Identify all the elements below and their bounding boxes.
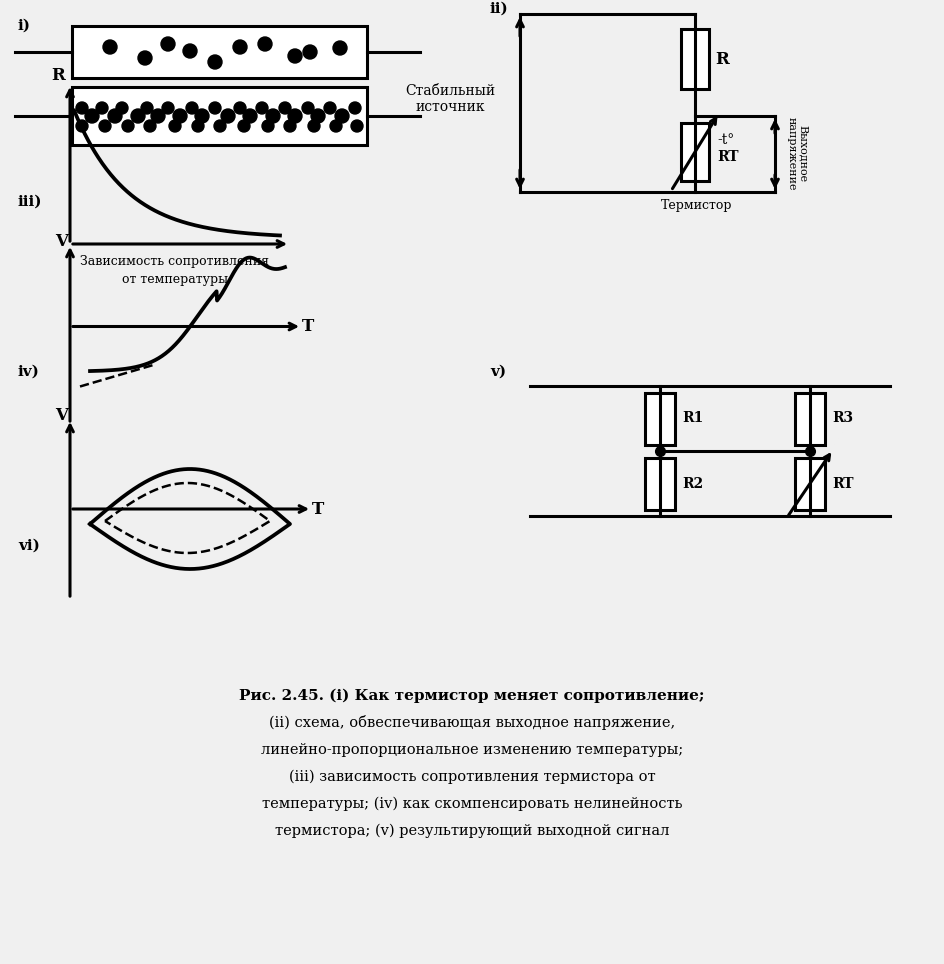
Text: V: V	[56, 232, 68, 250]
Text: R2: R2	[682, 476, 703, 491]
Circle shape	[243, 109, 257, 123]
Circle shape	[288, 49, 302, 63]
Circle shape	[108, 109, 122, 123]
Circle shape	[103, 40, 117, 54]
Circle shape	[330, 120, 342, 132]
Circle shape	[279, 102, 291, 114]
Circle shape	[233, 40, 247, 54]
Text: v): v)	[490, 365, 506, 379]
Text: температуры; (iv) как скомпенсировать нелинейность: температуры; (iv) как скомпенсировать не…	[261, 797, 683, 811]
Text: от температуры: от температуры	[122, 274, 228, 286]
Text: RT: RT	[717, 150, 738, 164]
Circle shape	[284, 120, 296, 132]
Text: линейно-пропорциональное изменению температуры;: линейно-пропорциональное изменению темпе…	[261, 743, 683, 757]
Bar	[681, 123, 709, 181]
Text: T: T	[312, 500, 324, 518]
Circle shape	[169, 120, 181, 132]
Bar	[645, 458, 675, 510]
Text: Термистор: Термистор	[661, 200, 733, 212]
Circle shape	[256, 102, 268, 114]
Text: V: V	[56, 408, 68, 424]
Circle shape	[308, 120, 320, 132]
Text: i): i)	[18, 19, 31, 33]
Text: (iii) зависимость сопротивления термистора от: (iii) зависимость сопротивления термисто…	[289, 770, 655, 784]
Circle shape	[288, 109, 302, 123]
Circle shape	[183, 44, 197, 58]
Circle shape	[335, 109, 349, 123]
Circle shape	[76, 102, 88, 114]
Text: термистора; (v) результирующий выходной сигнал: термистора; (v) результирующий выходной …	[275, 824, 669, 838]
Text: (ii) схема, обвеспечивающая выходное напряжение,: (ii) схема, обвеспечивающая выходное нап…	[269, 715, 675, 731]
Bar	[795, 392, 825, 444]
Circle shape	[266, 109, 280, 123]
Text: Рис. 2.45. (i) Как термистор меняет сопротивление;: Рис. 2.45. (i) Как термистор меняет сопр…	[239, 689, 705, 703]
Text: Зависимость сопротивления: Зависимость сопротивления	[80, 255, 269, 269]
Circle shape	[303, 45, 317, 59]
Text: vi): vi)	[18, 539, 40, 553]
Bar	[795, 458, 825, 510]
Text: -t°: -t°	[717, 133, 734, 147]
Circle shape	[122, 120, 134, 132]
Circle shape	[116, 102, 128, 114]
Circle shape	[186, 102, 198, 114]
Circle shape	[324, 102, 336, 114]
Circle shape	[141, 102, 153, 114]
Circle shape	[85, 109, 99, 123]
Circle shape	[238, 120, 250, 132]
Circle shape	[349, 102, 361, 114]
Circle shape	[234, 102, 246, 114]
Circle shape	[161, 37, 175, 51]
Circle shape	[99, 120, 111, 132]
Circle shape	[333, 41, 347, 55]
Circle shape	[209, 102, 221, 114]
Text: RT: RT	[832, 476, 853, 491]
Circle shape	[138, 51, 152, 65]
Text: R: R	[51, 67, 65, 85]
Circle shape	[195, 109, 209, 123]
Text: ii): ii)	[490, 2, 509, 16]
Circle shape	[258, 37, 272, 51]
Circle shape	[173, 109, 187, 123]
Circle shape	[131, 109, 145, 123]
Circle shape	[311, 109, 325, 123]
Text: iv): iv)	[18, 365, 40, 379]
Circle shape	[351, 120, 363, 132]
Circle shape	[162, 102, 174, 114]
Text: R: R	[715, 50, 729, 67]
Circle shape	[96, 102, 108, 114]
Text: Выходное
напряжение: Выходное напряжение	[786, 118, 808, 191]
Text: Стабильный
источник: Стабильный источник	[405, 84, 495, 114]
Bar	[645, 392, 675, 444]
Bar	[72, 26, 367, 78]
Text: R3: R3	[832, 412, 853, 425]
Circle shape	[214, 120, 226, 132]
Text: iii): iii)	[18, 195, 42, 209]
Circle shape	[302, 102, 314, 114]
Circle shape	[192, 120, 204, 132]
Circle shape	[151, 109, 165, 123]
Text: R1: R1	[682, 412, 703, 425]
Bar	[681, 29, 709, 89]
Bar	[72, 87, 367, 145]
Circle shape	[76, 120, 88, 132]
Circle shape	[208, 55, 222, 69]
Circle shape	[144, 120, 156, 132]
Text: T: T	[302, 318, 314, 335]
Circle shape	[221, 109, 235, 123]
Circle shape	[262, 120, 274, 132]
